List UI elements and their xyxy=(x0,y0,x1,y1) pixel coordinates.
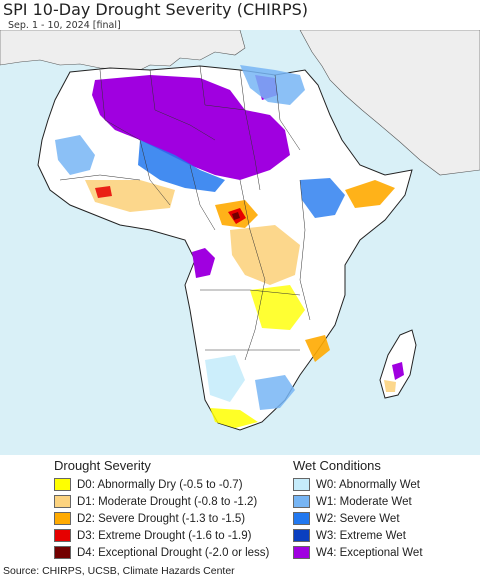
drought-legend: Drought Severity D0: Abnormally Dry (-0.… xyxy=(54,458,269,561)
legend-label-w0: W0: Abnormally Wet xyxy=(316,478,420,491)
legend-swatch-w0 xyxy=(293,478,310,491)
drought-legend-heading: Drought Severity xyxy=(54,458,151,473)
legend-label-d0: D0: Abnormally Dry (-0.5 to -0.7) xyxy=(77,478,243,491)
legend-item-w1: W1: Moderate Wet xyxy=(293,493,423,510)
country-boundaries xyxy=(59,65,311,361)
middle-east-landmass xyxy=(299,30,480,176)
legend-swatch-w1 xyxy=(293,495,310,508)
legend-item-d3: D3: Extreme Drought (-1.6 to -1.9) xyxy=(54,527,269,544)
legend-item-w4: W4: Exceptional Wet xyxy=(293,544,423,561)
d2-region-eastafrica xyxy=(345,180,395,208)
legend-swatch-d1 xyxy=(54,495,71,508)
legend-swatch-d2 xyxy=(54,512,71,525)
d3-region-westafrica xyxy=(95,186,112,198)
d2-region-mozambique xyxy=(305,335,330,362)
legend-item-d4: D4: Exceptional Drought (-2.0 or less) xyxy=(54,544,269,561)
legend-swatch-w4 xyxy=(293,546,310,559)
legend: Drought Severity D0: Abnormally Dry (-0.… xyxy=(0,456,480,564)
legend-item-d1: D1: Moderate Drought (-0.8 to -1.2) xyxy=(54,493,269,510)
w2-region-ethiopia xyxy=(300,178,345,218)
w4-region-madagascar xyxy=(392,362,404,380)
legend-item-d0: D0: Abnormally Dry (-0.5 to -0.7) xyxy=(54,476,269,493)
legend-label-d4: D4: Exceptional Drought (-2.0 or less) xyxy=(77,546,270,559)
legend-label-w1: W1: Moderate Wet xyxy=(316,495,412,508)
drought-map xyxy=(0,30,480,455)
map-title: SPI 10-Day Drought Severity (CHIRPS) xyxy=(3,0,309,19)
legend-label-w3: W3: Extreme Wet xyxy=(316,529,406,542)
d1-region-central xyxy=(230,225,300,285)
w4-region-sahara xyxy=(92,75,290,180)
d0-region-south xyxy=(210,408,258,428)
source-credit: Source: CHIRPS, UCSB, Climate Hazards Ce… xyxy=(3,565,235,577)
wet-legend: Wet Conditions W0: Abnormally Wet W1: Mo… xyxy=(293,458,423,561)
d0-region-central xyxy=(250,285,305,330)
legend-swatch-w3 xyxy=(293,529,310,542)
map-subtitle: Sep. 1 - 10, 2024 [final] xyxy=(8,20,121,31)
legend-item-w0: W0: Abnormally Wet xyxy=(293,476,423,493)
d4-region-central xyxy=(232,212,240,220)
legend-item-w2: W2: Severe Wet xyxy=(293,510,423,527)
w2-region-sahel xyxy=(138,140,225,192)
w4-region-congo xyxy=(192,248,215,278)
legend-label-d2: D2: Severe Drought (-1.3 to -1.5) xyxy=(77,512,246,525)
legend-label-d3: D3: Extreme Drought (-1.6 to -1.9) xyxy=(77,529,252,542)
legend-swatch-d4 xyxy=(54,546,71,559)
legend-item-d2: D2: Severe Drought (-1.3 to -1.5) xyxy=(54,510,269,527)
legend-swatch-w2 xyxy=(293,512,310,525)
w0-region-southwest xyxy=(205,355,245,402)
w1-region-south xyxy=(255,375,295,410)
legend-swatch-d3 xyxy=(54,529,71,542)
w1-region-westafrica xyxy=(55,135,95,175)
wet-legend-heading: Wet Conditions xyxy=(293,458,381,473)
legend-label-w4: W4: Exceptional Wet xyxy=(316,546,423,559)
europe-landmass xyxy=(0,30,246,71)
map-canvas xyxy=(0,30,480,455)
d1-region-madagascar xyxy=(384,380,396,392)
legend-label-d1: D1: Moderate Drought (-0.8 to -1.2) xyxy=(77,495,258,508)
legend-label-w2: W2: Severe Wet xyxy=(316,512,400,525)
legend-item-w3: W3: Extreme Wet xyxy=(293,527,423,544)
legend-swatch-d0 xyxy=(54,478,71,491)
w1-region-north xyxy=(240,65,305,105)
